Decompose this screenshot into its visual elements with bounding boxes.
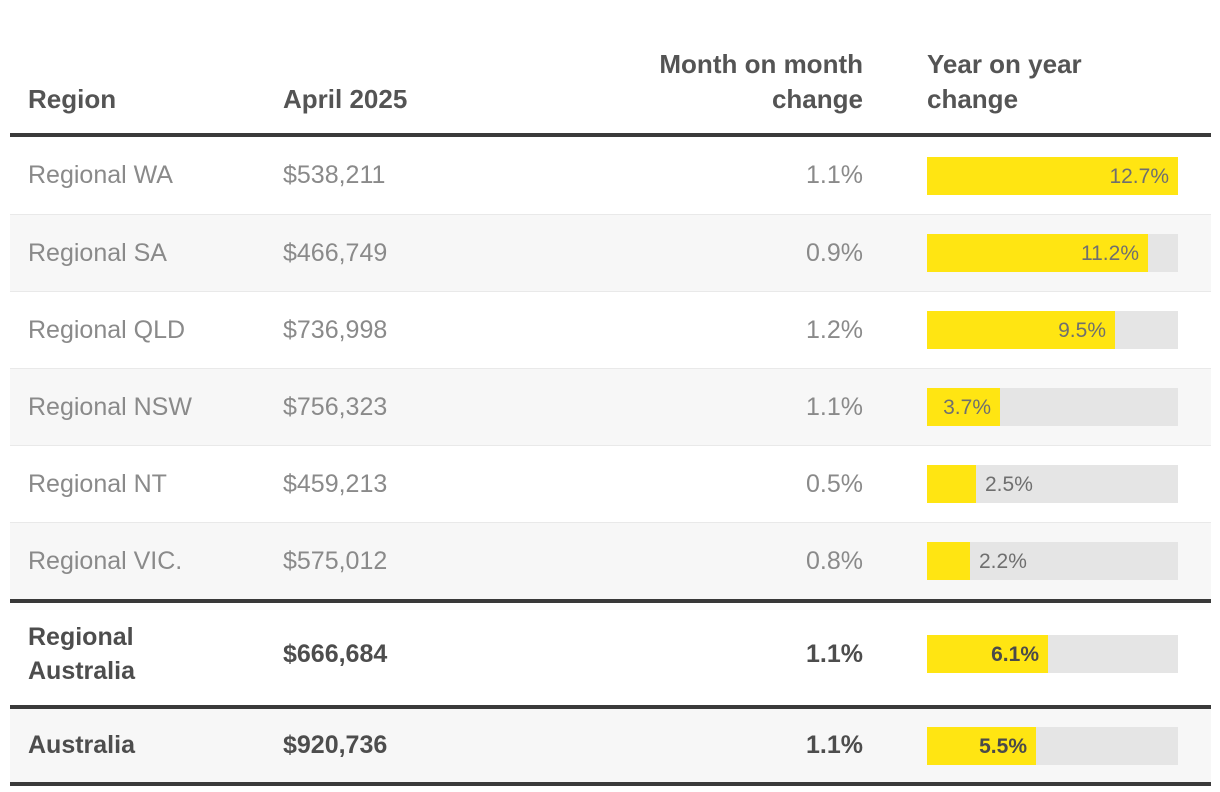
yoy-change-cell: 12.7% <box>863 156 1178 195</box>
yoy-bar-fill <box>927 234 1148 272</box>
table-row-regional-australia-summary: Regional Australia $666,684 1.1% 6.1% <box>10 599 1211 705</box>
mom-change-value: 0.9% <box>806 238 863 267</box>
region-label: Regional QLD <box>28 315 186 344</box>
mom-change-value: 1.1% <box>806 161 863 189</box>
yoy-bar-track: 11.2% <box>927 234 1178 272</box>
yoy-bar-label: 6.1% <box>991 643 1039 666</box>
mom-change-value: 1.1% <box>806 392 863 421</box>
yoy-bar-label: 3.7% <box>943 396 991 419</box>
yoy-bar-fill <box>927 156 1178 195</box>
median-value: $756,323 <box>283 392 388 421</box>
yoy-bar-track: 6.1% <box>927 635 1178 673</box>
yoy-bar-track: 5.5% <box>927 726 1178 765</box>
yoy-bar-fill <box>927 726 1036 765</box>
yoy-bar-label: 12.7% <box>1109 164 1169 188</box>
table-row: Regional WA $538,211 1.1% 12.7% <box>10 137 1211 214</box>
yoy-change-cell: 3.7% <box>863 388 1178 426</box>
table-row: Regional QLD $736,998 1.2% 9.5% <box>10 291 1211 368</box>
yoy-bar-track: 12.7% <box>927 156 1178 195</box>
yoy-bar-track: 3.7% <box>927 388 1178 426</box>
table-row: Regional SA $466,749 0.9% 11.2% <box>10 214 1211 291</box>
mom-change-value: 1.2% <box>806 315 863 344</box>
table-row: Regional NT $459,213 0.5% 2.5% <box>10 445 1211 522</box>
table-header-row: Region April 2025 Month on month change … <box>10 30 1211 137</box>
median-value: $666,684 <box>283 639 388 668</box>
yoy-bar-track: 2.2% <box>927 542 1178 580</box>
yoy-change-cell: 5.5% <box>863 726 1178 765</box>
table-row-australia-summary: Australia $920,736 1.1% 5.5% <box>10 705 1211 782</box>
region-label: Regional NT <box>28 469 167 498</box>
column-header-region: Region <box>28 84 117 114</box>
yoy-bar-label: 2.2% <box>979 550 1027 573</box>
mom-change-value: 0.5% <box>806 469 863 498</box>
yoy-change-cell: 11.2% <box>863 234 1178 272</box>
mom-change-value: 1.1% <box>806 731 863 759</box>
column-header-month-on-month: Month on month change <box>659 49 863 114</box>
table-body: Regional WA $538,211 1.1% 12.7% Regional… <box>10 137 1211 786</box>
region-label: Australia <box>28 731 135 759</box>
table-row: Regional NSW $756,323 1.1% 3.7% <box>10 368 1211 445</box>
yoy-bar-track: 9.5% <box>927 311 1178 349</box>
region-label: Regional Australia <box>28 623 135 685</box>
region-label: Regional NSW <box>28 392 192 421</box>
yoy-change-cell: 9.5% <box>863 311 1178 349</box>
column-header-year-on-year: Year on year change <box>927 49 1082 114</box>
yoy-change-cell: 2.2% <box>863 542 1178 580</box>
yoy-bar-fill <box>927 465 976 503</box>
yoy-bar-label: 11.2% <box>1081 242 1139 265</box>
median-value: $736,998 <box>283 315 388 344</box>
table-row: Regional VIC. $575,012 0.8% 2.2% <box>10 522 1211 599</box>
yoy-change-cell: 2.5% <box>863 465 1178 503</box>
region-label: Regional VIC. <box>28 546 183 575</box>
median-value: $459,213 <box>283 469 388 498</box>
yoy-bar-fill <box>927 542 970 580</box>
yoy-bar-label: 2.5% <box>985 473 1033 496</box>
median-value: $575,012 <box>283 546 388 575</box>
median-value: $920,736 <box>283 731 388 759</box>
mom-change-value: 0.8% <box>806 546 863 575</box>
yoy-bar-label: 5.5% <box>979 734 1027 758</box>
yoy-bar-track: 2.5% <box>927 465 1178 503</box>
region-label: Regional SA <box>28 238 167 267</box>
yoy-bar-fill <box>927 388 1000 426</box>
yoy-bar-label: 9.5% <box>1058 319 1106 342</box>
yoy-change-cell: 6.1% <box>863 635 1178 673</box>
region-label: Regional WA <box>28 161 173 189</box>
yoy-bar-fill <box>927 635 1048 673</box>
regional-values-table: Region April 2025 Month on month change … <box>10 30 1211 786</box>
median-value: $466,749 <box>283 238 388 267</box>
yoy-bar-fill <box>927 311 1115 349</box>
median-value: $538,211 <box>283 161 386 189</box>
column-header-april-2025: April 2025 <box>283 84 408 114</box>
mom-change-value: 1.1% <box>806 639 863 668</box>
